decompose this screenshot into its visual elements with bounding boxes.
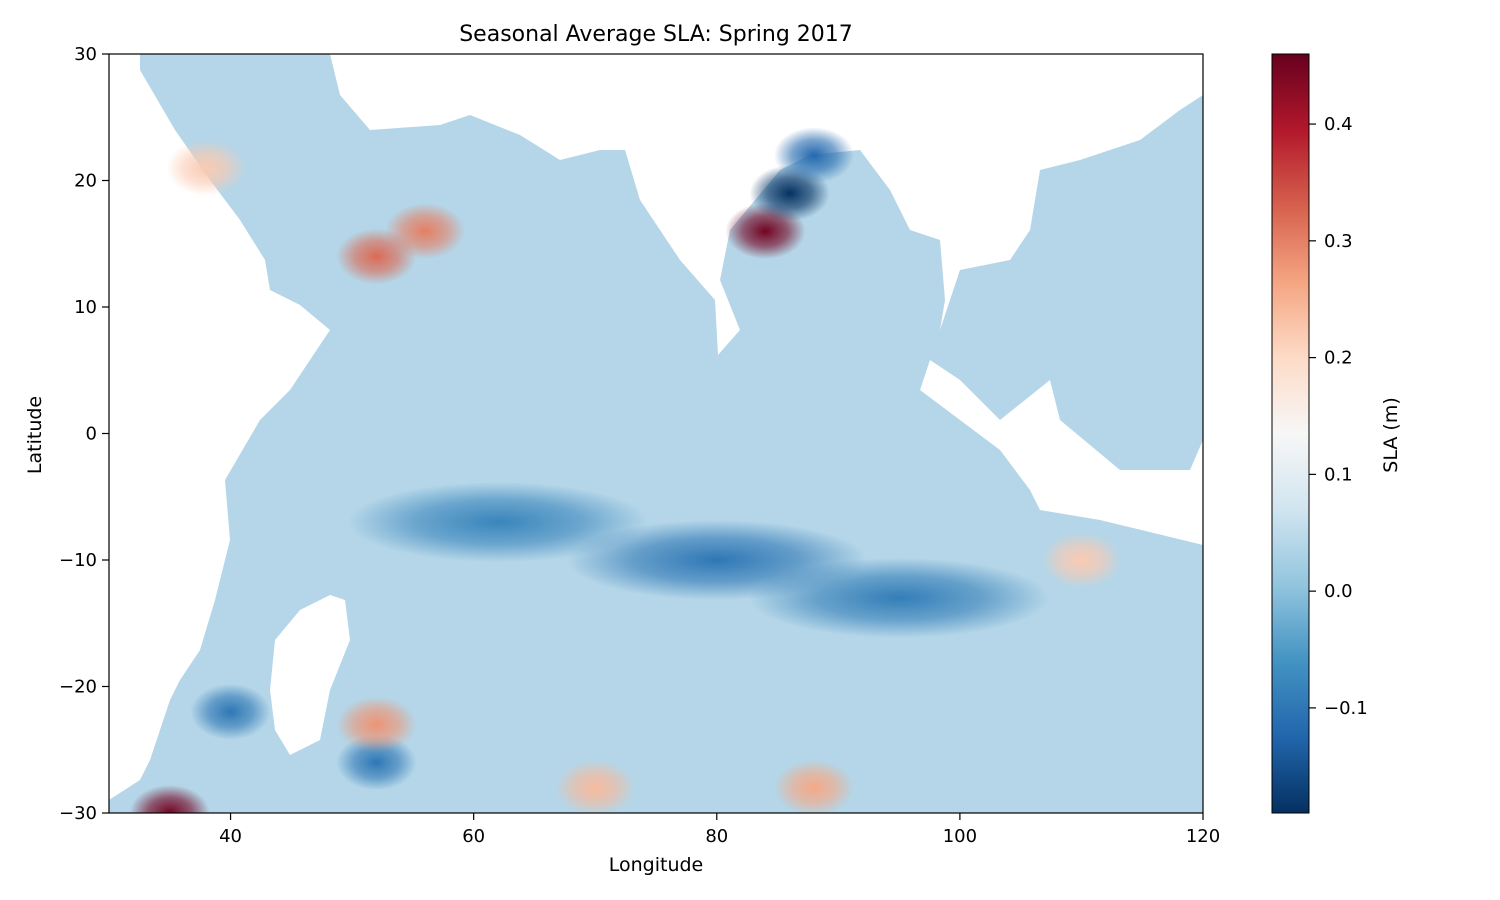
feature-arabian-sea-high-2 — [336, 228, 417, 285]
colorbar-tick-label: 0.1 — [1324, 464, 1353, 485]
colorbar-gradient — [1271, 53, 1310, 814]
x-axis-label: Longitude — [609, 854, 704, 876]
feature-western-trough — [347, 482, 648, 563]
colorbar-tick-label: −0.1 — [1324, 698, 1368, 719]
ocean-field — [109, 54, 1203, 813]
colorbar-tick-label: 0.0 — [1324, 581, 1353, 602]
y-axis: −30 −20 −10 0 10 20 30 — [59, 44, 109, 824]
heatmap-area — [109, 54, 1203, 813]
y-tick-label: −20 — [59, 677, 97, 698]
x-tick-label: 120 — [1186, 826, 1220, 847]
y-tick-label: 10 — [74, 297, 97, 318]
x-tick-label: 40 — [219, 826, 242, 847]
feature-southwest-high — [129, 785, 210, 813]
chart-title: Seasonal Average SLA: Spring 2017 — [459, 22, 853, 47]
y-tick-label: 0 — [86, 424, 97, 445]
colorbar-tick-label: 0.2 — [1324, 348, 1353, 369]
x-tick-label: 80 — [705, 826, 728, 847]
y-tick-label: 20 — [74, 171, 97, 192]
x-tick-label: 60 — [462, 826, 485, 847]
feature-south-band-high — [555, 759, 636, 813]
y-tick-label: −30 — [59, 803, 97, 824]
colorbar-ticks: −0.1 0.0 0.1 0.2 0.3 0.4 — [1309, 114, 1368, 719]
anomaly-features — [129, 127, 1122, 813]
feature-south-band-high-2 — [774, 759, 855, 813]
feature-southern-trough — [749, 557, 1050, 638]
feature-southeast-positive — [1041, 532, 1122, 588]
colorbar-tick-label: 0.4 — [1324, 114, 1353, 135]
feature-red-sea-positive — [166, 139, 247, 196]
feature-mozambique-low — [190, 683, 271, 740]
y-axis-label: Latitude — [24, 396, 46, 474]
y-tick-label: −10 — [59, 550, 97, 571]
madagascar-land — [270, 595, 350, 755]
colorbar-label: SLA (m) — [1380, 397, 1402, 472]
x-axis: 40 60 80 100 120 — [219, 813, 1220, 847]
colorbar: −0.1 0.0 0.1 0.2 0.3 0.4 SLA (m) — [1271, 53, 1402, 814]
feature-south-high — [336, 696, 417, 753]
y-tick-label: 30 — [74, 44, 97, 65]
colorbar-tick-label: 0.3 — [1324, 231, 1353, 252]
feature-northern-bay-low — [774, 127, 855, 184]
x-tick-label: 100 — [943, 826, 977, 847]
